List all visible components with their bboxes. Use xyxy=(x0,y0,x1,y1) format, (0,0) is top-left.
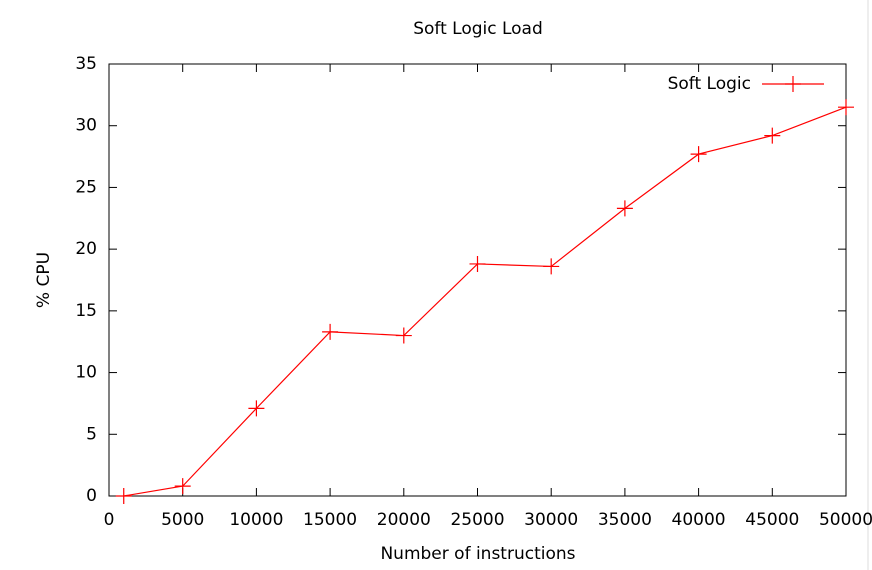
x-tick-label: 0 xyxy=(104,510,115,530)
point-marker xyxy=(690,146,707,163)
y-tick-label: 0 xyxy=(86,486,97,506)
x-tick-label: 40000 xyxy=(672,510,726,530)
x-tick-label: 45000 xyxy=(745,510,799,530)
point-marker xyxy=(115,488,132,504)
x-tick-label: 20000 xyxy=(377,510,431,530)
x-tick-label: 50000 xyxy=(819,510,872,530)
x-tick-label: 5000 xyxy=(161,510,204,530)
x-tick-label: 30000 xyxy=(524,510,578,530)
y-axis-label: % CPU xyxy=(34,252,54,308)
y-tick-label: 10 xyxy=(75,363,97,383)
point-marker xyxy=(322,323,339,340)
legend-marker xyxy=(785,76,801,92)
x-tick-label: 25000 xyxy=(450,510,504,530)
point-marker xyxy=(174,478,191,495)
legend-label: Soft Logic xyxy=(668,74,751,94)
x-tick-label: 10000 xyxy=(229,510,283,530)
y-tick-label: 30 xyxy=(75,116,97,136)
y-tick-label: 20 xyxy=(75,239,97,259)
point-marker xyxy=(838,99,854,116)
point-marker xyxy=(764,127,781,144)
point-marker xyxy=(395,327,412,344)
chart-title: Soft Logic Load xyxy=(413,19,543,39)
point-marker xyxy=(469,255,486,272)
plot-frame xyxy=(108,63,847,497)
x-tick-label: 35000 xyxy=(598,510,652,530)
series-line xyxy=(123,106,847,497)
y-tick-label: 25 xyxy=(75,177,97,197)
x-axis-label: Number of instructions xyxy=(380,544,575,564)
y-tick-label: 35 xyxy=(75,54,97,74)
point-marker xyxy=(543,258,560,275)
y-tick-label: 5 xyxy=(86,424,97,444)
point-marker xyxy=(248,400,265,417)
point-marker xyxy=(616,200,633,217)
x-tick-label: 15000 xyxy=(303,510,357,530)
y-tick-label: 15 xyxy=(75,301,97,321)
